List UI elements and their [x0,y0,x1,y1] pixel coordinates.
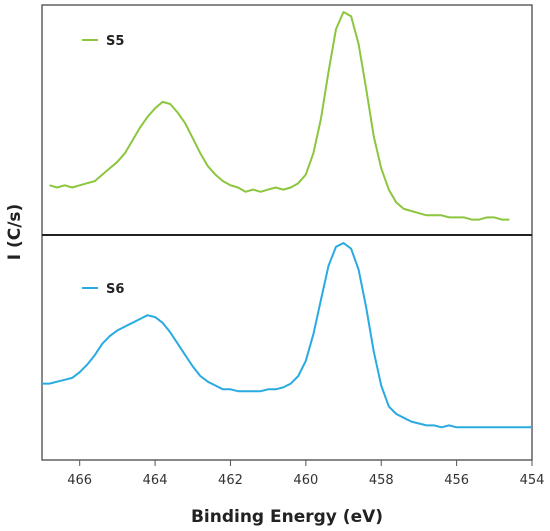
x-tick-label: 462 [218,473,243,488]
legend-label-s5: S5 [106,34,124,49]
legend: S5 S6 [82,34,124,297]
x-tick-label: 464 [143,473,168,488]
x-tick-label: 460 [293,473,318,488]
y-axis-title: I (C/s) [5,204,25,261]
legend-label-s6: S6 [106,282,124,297]
x-tick-label: 466 [67,473,92,488]
plot-frame [41,4,533,461]
series-group [42,11,532,429]
series-line-s5 [49,11,510,221]
x-tick-label: 454 [520,473,545,488]
x-tick-label: 458 [369,473,394,488]
x-axis-title: Binding Energy (eV) [191,507,383,527]
x-axis: 466 464 462 460 458 456 454 [67,460,544,488]
series-line-s6 [42,242,532,429]
x-tick-label: 456 [444,473,469,488]
